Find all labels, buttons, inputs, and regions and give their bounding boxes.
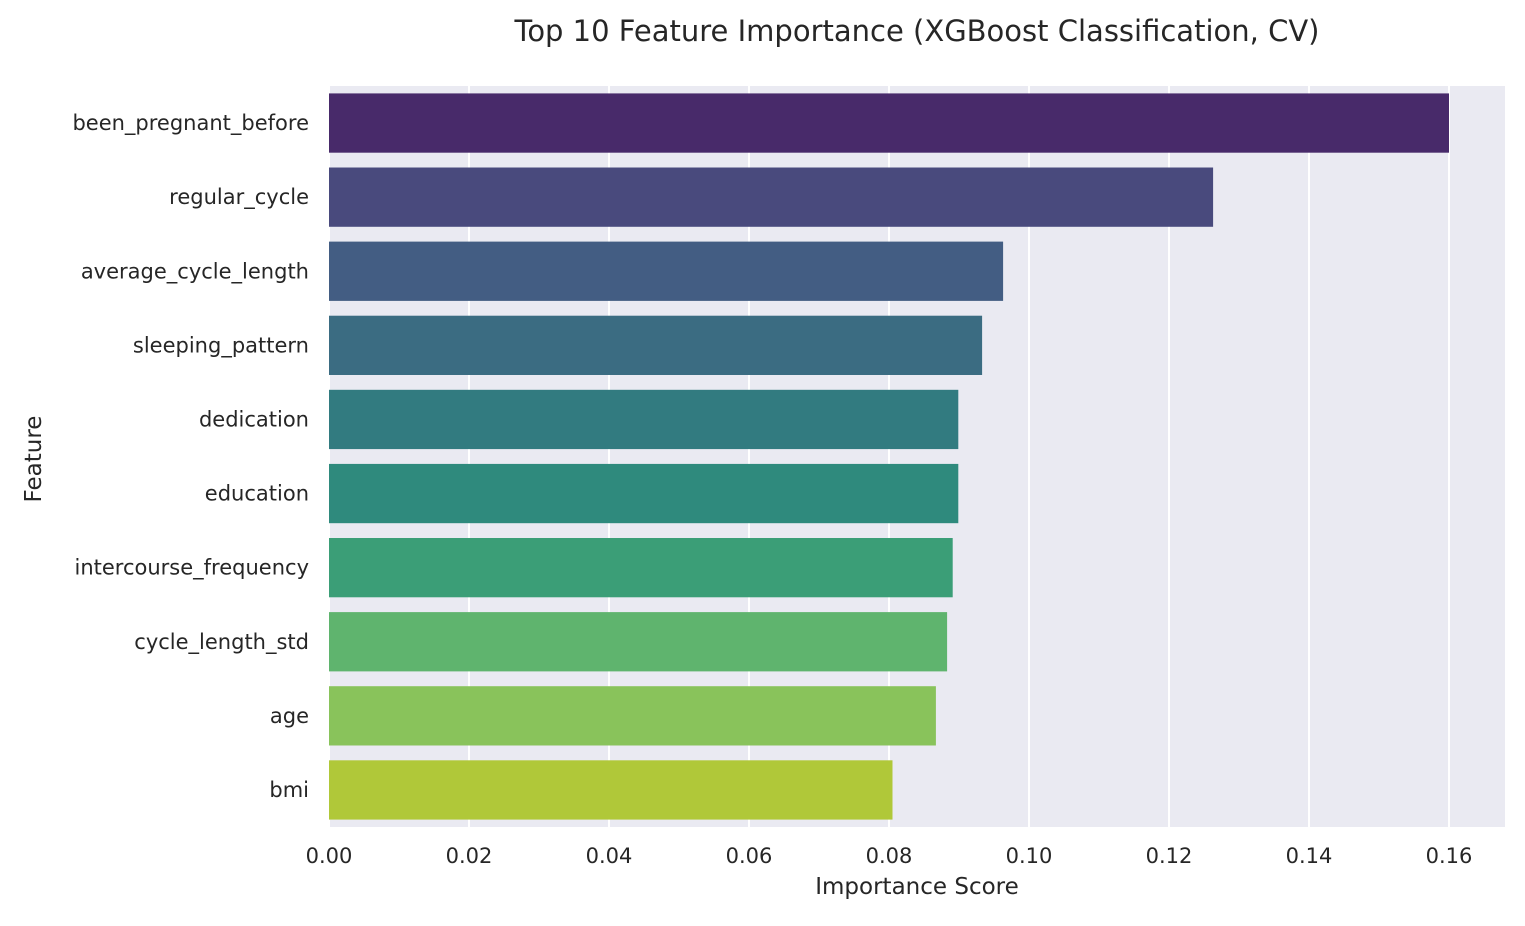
x-tick-label: 0.06 <box>726 844 773 868</box>
y-tick-label: bmi <box>269 778 309 802</box>
x-axis-label: Importance Score <box>815 874 1019 900</box>
y-tick-label: dedication <box>199 407 309 431</box>
x-tick-label: 0.16 <box>1426 844 1473 868</box>
chart-title: Top 10 Feature Importance (XGBoost Class… <box>514 14 1320 48</box>
y-tick-label: been_pregnant_before <box>72 111 309 136</box>
y-tick-label: intercourse_frequency <box>75 556 310 581</box>
y-tick-label: sleeping_pattern <box>133 333 309 358</box>
y-tick-label: education <box>205 482 309 506</box>
x-tick-label: 0.00 <box>306 844 353 868</box>
bar-cycle-length-std <box>329 612 948 672</box>
x-tick-label: 0.10 <box>1006 844 1053 868</box>
y-tick-label: regular_cycle <box>169 185 309 210</box>
bar-intercourse-frequency <box>329 538 953 598</box>
bar-dedication <box>329 389 959 450</box>
x-tick-label: 0.04 <box>586 844 633 868</box>
y-tick-label: cycle_length_std <box>134 630 309 655</box>
bar-been-pregnant-before <box>329 93 1449 153</box>
x-tick-label: 0.14 <box>1286 844 1333 868</box>
x-tick-label: 0.12 <box>1146 844 1193 868</box>
x-tick-label: 0.02 <box>446 844 493 868</box>
bar-regular-cycle <box>329 167 1214 227</box>
bar-education <box>329 463 959 524</box>
bar-age <box>329 686 936 746</box>
bar-bmi <box>329 760 893 820</box>
y-tick-label: average_cycle_length <box>81 259 309 284</box>
y-tick-label: age <box>270 704 309 728</box>
y-axis-label: Feature <box>21 415 47 503</box>
bar-average-cycle-length <box>329 241 1004 301</box>
bar-sleeping-pattern <box>329 315 983 375</box>
x-tick-label: 0.08 <box>866 844 913 868</box>
